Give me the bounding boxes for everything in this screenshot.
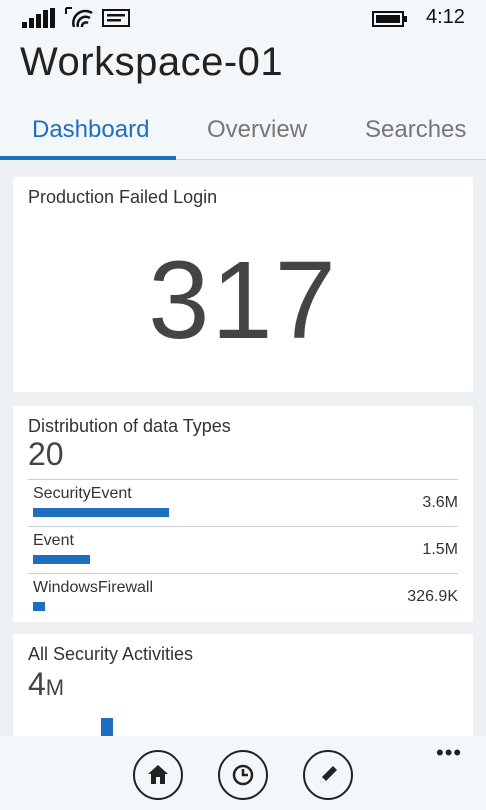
tab-bar: Dashboard Overview Searches bbox=[0, 110, 486, 160]
security-activities-value: 4M bbox=[28, 666, 64, 703]
history-icon bbox=[232, 764, 254, 786]
list-item[interactable]: WindowsFirewall 326.9K bbox=[28, 573, 458, 620]
list-item[interactable]: SecurityEvent 3.6M bbox=[28, 479, 458, 526]
wifi-icon bbox=[65, 7, 93, 27]
active-tab-indicator bbox=[0, 156, 176, 160]
signal-icon bbox=[22, 8, 55, 28]
data-type-value: 1.5M bbox=[422, 541, 458, 558]
page-title: Workspace-01 bbox=[20, 40, 284, 84]
distribution-tile[interactable]: Distribution of data Types 20 SecurityEv… bbox=[13, 406, 473, 622]
data-type-value: 3.6M bbox=[422, 494, 458, 511]
data-type-bar bbox=[33, 555, 90, 564]
data-type-bar bbox=[33, 602, 45, 611]
value-number: 4 bbox=[28, 666, 46, 702]
failed-login-tile[interactable]: Production Failed Login 317 bbox=[13, 177, 473, 392]
message-icon bbox=[102, 9, 130, 27]
value-unit: M bbox=[45, 675, 65, 700]
data-type-count: 20 bbox=[28, 436, 64, 472]
tab-overview[interactable]: Overview bbox=[207, 116, 308, 143]
tile-title: All Security Activities bbox=[28, 644, 194, 664]
app-bar: ••• bbox=[0, 736, 486, 810]
data-type-name: WindowsFirewall bbox=[33, 579, 154, 596]
tabs-divider bbox=[0, 159, 486, 160]
battery-icon bbox=[372, 11, 407, 27]
app-header: Workspace-01 Dashboard Overview Searches bbox=[0, 36, 486, 160]
data-type-name: SecurityEvent bbox=[33, 485, 132, 502]
data-type-bar bbox=[33, 508, 169, 517]
data-type-name: Event bbox=[33, 532, 74, 549]
home-icon bbox=[148, 765, 168, 784]
tile-title: Production Failed Login bbox=[28, 187, 218, 207]
more-options-button[interactable]: ••• bbox=[436, 740, 463, 765]
data-type-value: 326.9K bbox=[407, 588, 458, 605]
home-button[interactable] bbox=[133, 750, 183, 800]
list-item[interactable]: Event 1.5M bbox=[28, 526, 458, 573]
tab-dashboard[interactable]: Dashboard bbox=[32, 116, 150, 143]
status-bar: 4:12 bbox=[0, 0, 486, 36]
history-button[interactable] bbox=[218, 750, 268, 800]
tile-title: Distribution of data Types bbox=[28, 416, 231, 436]
tab-searches[interactable]: Searches bbox=[365, 116, 467, 143]
edit-button[interactable] bbox=[303, 750, 353, 800]
edit-icon bbox=[320, 766, 337, 783]
activity-chart-bar bbox=[101, 718, 113, 736]
security-activities-tile[interactable]: All Security Activities 4M bbox=[13, 634, 473, 736]
failed-login-count: 317 bbox=[148, 239, 338, 362]
clock-time: 4:12 bbox=[426, 6, 465, 28]
